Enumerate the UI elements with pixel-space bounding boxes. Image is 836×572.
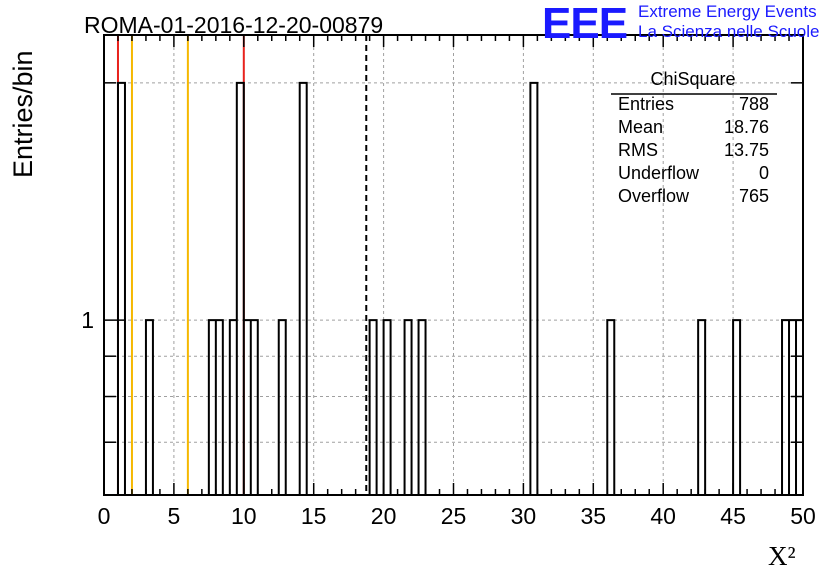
eee-logo: EEE	[542, 0, 628, 48]
stats-value: 13.75	[724, 140, 769, 160]
stats-label: Underflow	[618, 163, 700, 183]
stats-value: 18.76	[724, 117, 769, 137]
x-axis-label: X²	[768, 541, 796, 571]
x-tick-label: 35	[581, 503, 607, 529]
x-tick-label: 50	[790, 503, 816, 529]
y-tick-labels: 1	[81, 307, 94, 333]
stats-value: 0	[759, 163, 769, 183]
axis-ticks	[103, 35, 804, 495]
x-tick-label: 40	[650, 503, 676, 529]
reference-lines	[116, 35, 245, 495]
run-title: ROMA-01-2016-12-20-00879	[84, 12, 383, 38]
x-tick-label: 45	[720, 503, 746, 529]
y-axis-label: Entries/bin	[8, 50, 38, 178]
eee-logo-line2: La Scienza nelle Scuole	[638, 22, 820, 41]
x-tick-label: 15	[301, 503, 327, 529]
stats-title: ChiSquare	[650, 69, 735, 89]
stats-box: ChiSquare Entries 788 Mean 18.76 RMS 13.75 Und…	[611, 69, 777, 206]
x-tick-label: 0	[98, 503, 111, 529]
x-tick-label: 20	[371, 503, 397, 529]
x-tick-label: 10	[231, 503, 257, 529]
stats-rows: Entries 788 Mean 18.76 RMS 13.75 Underflow 0 Ove…	[618, 94, 769, 206]
stats-label: Mean	[618, 117, 663, 137]
x-tick-labels: 0 5 10 15 20 25 30 35 40 45 50	[98, 503, 816, 529]
stats-value: 788	[739, 94, 769, 114]
stats-label: RMS	[618, 140, 658, 160]
x-tick-label: 30	[511, 503, 537, 529]
stats-label: Overflow	[618, 186, 690, 206]
x-tick-label: 25	[441, 503, 467, 529]
y-tick-label: 1	[81, 307, 94, 333]
eee-logo-line1: Extreme Energy Events	[638, 2, 817, 21]
stats-value: 765	[739, 186, 769, 206]
x-tick-label: 5	[168, 503, 181, 529]
stats-label: Entries	[618, 94, 674, 114]
